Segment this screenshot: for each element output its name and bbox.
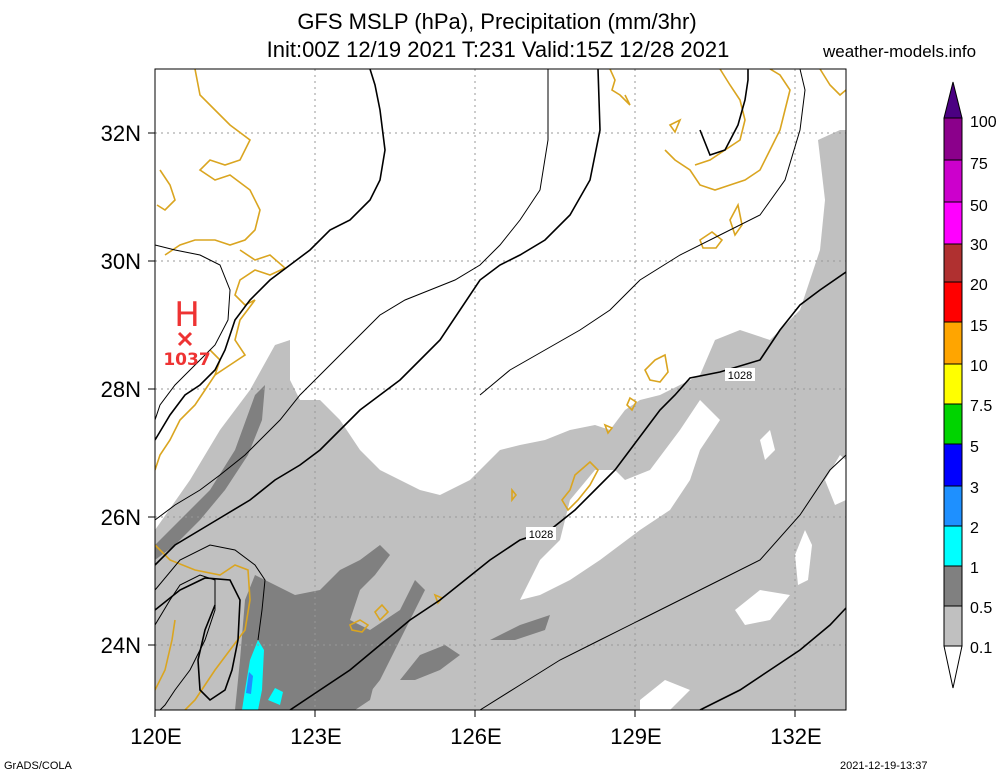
precip-gap xyxy=(825,455,846,505)
colorbar-swatch xyxy=(943,321,963,365)
site-credit: weather-models.info xyxy=(823,42,977,61)
high-pressure-symbol: H xyxy=(174,295,200,335)
colorbar-swatch xyxy=(943,201,963,245)
colorbar-swatch xyxy=(943,159,963,203)
colorbar-label: 0.5 xyxy=(970,600,992,617)
colorbar-label: 10 xyxy=(970,358,988,375)
precip-gap xyxy=(760,430,775,460)
precip-mid-area xyxy=(155,385,265,560)
colorbar-label: 3 xyxy=(970,480,979,497)
generated-timestamp: 2021-12-19-13:37 xyxy=(840,760,928,772)
y-tick-label: 30N xyxy=(101,249,141,274)
chart-subtitle: Init:00Z 12/19 2021 T:231 Valid:15Z 12/2… xyxy=(266,37,730,62)
high-center-marker xyxy=(177,331,193,347)
precip-light-area xyxy=(155,130,846,710)
precip-gap xyxy=(520,400,720,600)
isobar-label-box xyxy=(526,527,556,540)
isobar-label: 1028 xyxy=(728,370,752,382)
colorbar-label: 2 xyxy=(970,520,979,537)
colorbar-swatch xyxy=(943,117,963,161)
x-tick-label: 126E xyxy=(450,724,501,749)
high-pressure-value: 1037 xyxy=(163,350,210,370)
colorbar-labels: 100 75 50 30 20 15 10 7.5 5 3 2 1 0.5 0.… xyxy=(970,114,997,657)
precip-mid-area xyxy=(235,545,425,710)
precip-heavy-area xyxy=(268,688,283,705)
x-tick-label: 123E xyxy=(290,724,341,749)
x-tick-label: 120E xyxy=(130,724,181,749)
axis-ticks xyxy=(148,132,796,717)
y-tick-label: 24N xyxy=(101,633,141,658)
colorbar-swatch xyxy=(943,565,963,607)
y-tick-label: 28N xyxy=(101,377,141,402)
colorbar-label: 7.5 xyxy=(970,398,992,415)
precip-mid-area xyxy=(300,675,375,710)
software-credit: GrADS/COLA xyxy=(4,760,72,772)
colorbar-swatch xyxy=(943,403,963,445)
x-tick-label: 129E xyxy=(610,724,661,749)
colorbar-label: 75 xyxy=(970,156,988,173)
chart-title: GFS MSLP (hPa), Precipitation (mm/3hr) xyxy=(297,9,697,34)
colorbar-label: 20 xyxy=(970,277,988,294)
colorbar-label: 50 xyxy=(970,198,988,215)
colorbar-swatch xyxy=(943,243,963,283)
colorbar-label: 0.1 xyxy=(970,640,992,657)
colorbar-label: 15 xyxy=(970,318,988,335)
colorbar xyxy=(943,81,963,689)
precip-gap xyxy=(735,590,790,625)
colorbar-label: 30 xyxy=(970,237,988,254)
colorbar-label: 5 xyxy=(970,439,979,456)
colorbar-swatch xyxy=(943,525,963,567)
colorbar-label: 1 xyxy=(970,560,979,577)
colorbar-top-arrow xyxy=(943,81,963,119)
precip-gap xyxy=(795,530,812,585)
isobar-label: 1028 xyxy=(529,529,553,541)
precip-mid-area xyxy=(490,615,550,640)
colorbar-swatch xyxy=(943,281,963,323)
precip-gap xyxy=(640,680,690,710)
colorbar-swatch xyxy=(943,363,963,405)
colorbar-bottom-arrow xyxy=(943,645,963,689)
colorbar-label: 100 xyxy=(970,114,997,131)
colorbar-swatch xyxy=(943,485,963,527)
graticule xyxy=(155,69,846,710)
x-tick-label: 132E xyxy=(770,724,821,749)
precip-mid-area xyxy=(400,645,460,680)
y-tick-label: 32N xyxy=(101,121,141,146)
isobar-label-box xyxy=(725,368,755,381)
colorbar-swatch xyxy=(943,443,963,487)
colorbar-swatch xyxy=(943,605,963,647)
isobars xyxy=(155,69,846,710)
precip-blue-area xyxy=(246,672,253,694)
y-tick-label: 26N xyxy=(101,505,141,530)
coastline xyxy=(155,69,846,710)
